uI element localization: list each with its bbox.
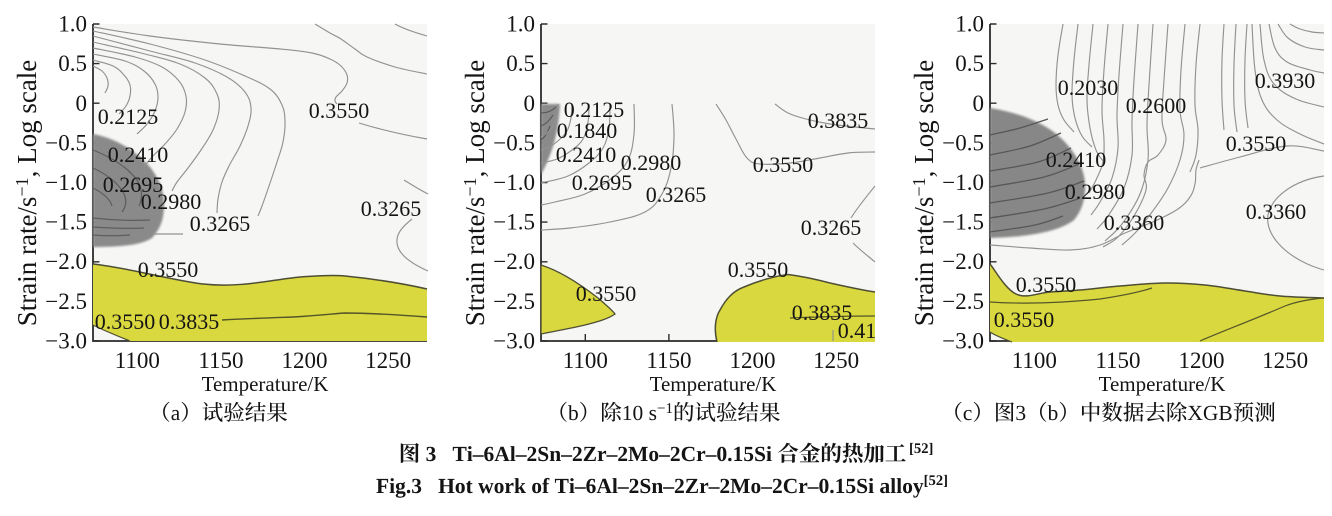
svg-text:−2.5: −2.5 (493, 289, 535, 314)
svg-text:−2.0: −2.0 (493, 249, 535, 274)
svg-text:−2.0: −2.0 (45, 249, 87, 274)
svg-text:0.2125: 0.2125 (564, 97, 625, 122)
svg-text:1150: 1150 (646, 348, 691, 373)
svg-text:Temperature/K: Temperature/K (650, 372, 777, 396)
svg-text:−1.5: −1.5 (45, 210, 87, 235)
svg-text:0.3360: 0.3360 (1104, 210, 1165, 235)
svg-text:1.0: 1.0 (955, 12, 984, 37)
svg-text:0.3550: 0.3550 (309, 98, 370, 123)
svg-text:0.3835: 0.3835 (808, 108, 869, 133)
svg-text:−1.5: −1.5 (493, 210, 535, 235)
svg-text:0.2030: 0.2030 (1058, 75, 1119, 100)
svg-text:−3.0: −3.0 (493, 329, 535, 354)
svg-text:−3.0: −3.0 (942, 329, 984, 354)
svg-text:1100: 1100 (1012, 348, 1057, 373)
svg-text:−1.0: −1.0 (493, 170, 535, 195)
svg-text:1200: 1200 (730, 348, 776, 373)
svg-text:0.2410: 0.2410 (556, 142, 617, 167)
svg-text:1100: 1100 (563, 348, 608, 373)
svg-text:0: 0 (76, 91, 88, 116)
svg-text:−1.0: −1.0 (45, 170, 87, 195)
svg-text:0.3550: 0.3550 (576, 281, 637, 306)
svg-text:0.3265: 0.3265 (190, 211, 251, 236)
svg-text:1250: 1250 (1262, 348, 1308, 373)
svg-text:1100: 1100 (115, 348, 160, 373)
svg-text:1.0: 1.0 (506, 12, 535, 37)
svg-text:0.3360: 0.3360 (1246, 199, 1307, 224)
svg-text:0.3550: 0.3550 (753, 152, 814, 177)
svg-text:0: 0 (524, 91, 536, 116)
svg-text:−2.5: −2.5 (45, 289, 87, 314)
svg-text:0.2980: 0.2980 (621, 150, 682, 175)
svg-text:−0.5: −0.5 (942, 130, 984, 155)
svg-text:0.2125: 0.2125 (98, 104, 159, 129)
svg-text:1150: 1150 (198, 348, 243, 373)
svg-text:0.2600: 0.2600 (1126, 93, 1187, 118)
svg-text:0.5: 0.5 (58, 51, 87, 76)
svg-text:0.5: 0.5 (955, 51, 984, 76)
svg-text:0: 0 (973, 91, 985, 116)
svg-text:0.2410: 0.2410 (1046, 147, 1107, 172)
svg-text:Temperature/K: Temperature/K (1099, 372, 1226, 396)
svg-text:0.3265: 0.3265 (361, 196, 422, 221)
svg-text:−2.0: −2.0 (942, 249, 984, 274)
svg-text:0.2695: 0.2695 (103, 172, 164, 197)
svg-text:1200: 1200 (282, 348, 328, 373)
svg-text:−0.5: −0.5 (45, 130, 87, 155)
svg-text:1250: 1250 (813, 348, 859, 373)
svg-text:0.3550: 0.3550 (1226, 131, 1287, 156)
svg-text:0.3265: 0.3265 (646, 182, 707, 207)
svg-text:0.3550: 0.3550 (1016, 272, 1077, 297)
svg-text:0.3835: 0.3835 (792, 300, 853, 325)
svg-text:1.0: 1.0 (58, 12, 87, 37)
svg-text:0.2695: 0.2695 (572, 170, 633, 195)
svg-text:0.1840: 0.1840 (557, 118, 618, 143)
svg-text:0.3550: 0.3550 (95, 309, 156, 334)
svg-text:1250: 1250 (365, 348, 411, 373)
svg-text:0.2980: 0.2980 (141, 189, 202, 214)
svg-text:−1.5: −1.5 (942, 210, 984, 235)
svg-text:1150: 1150 (1095, 348, 1140, 373)
svg-text:0.3930: 0.3930 (1255, 68, 1316, 93)
svg-text:0.3550: 0.3550 (138, 257, 199, 282)
svg-text:0.3550: 0.3550 (994, 307, 1055, 332)
svg-text:0.2410: 0.2410 (108, 142, 169, 167)
svg-text:0.2980: 0.2980 (1065, 179, 1126, 204)
svg-text:−3.0: −3.0 (45, 329, 87, 354)
svg-text:0.41: 0.41 (838, 318, 877, 343)
svg-text:0.3265: 0.3265 (801, 215, 862, 240)
svg-text:−1.0: −1.0 (942, 170, 984, 195)
svg-text:0.5: 0.5 (506, 51, 535, 76)
svg-text:−2.5: −2.5 (942, 289, 984, 314)
svg-text:0.3835: 0.3835 (159, 309, 220, 334)
svg-text:Temperature/K: Temperature/K (202, 372, 329, 396)
svg-text:1200: 1200 (1179, 348, 1225, 373)
svg-text:0.3550: 0.3550 (728, 257, 789, 282)
svg-text:−0.5: −0.5 (493, 130, 535, 155)
